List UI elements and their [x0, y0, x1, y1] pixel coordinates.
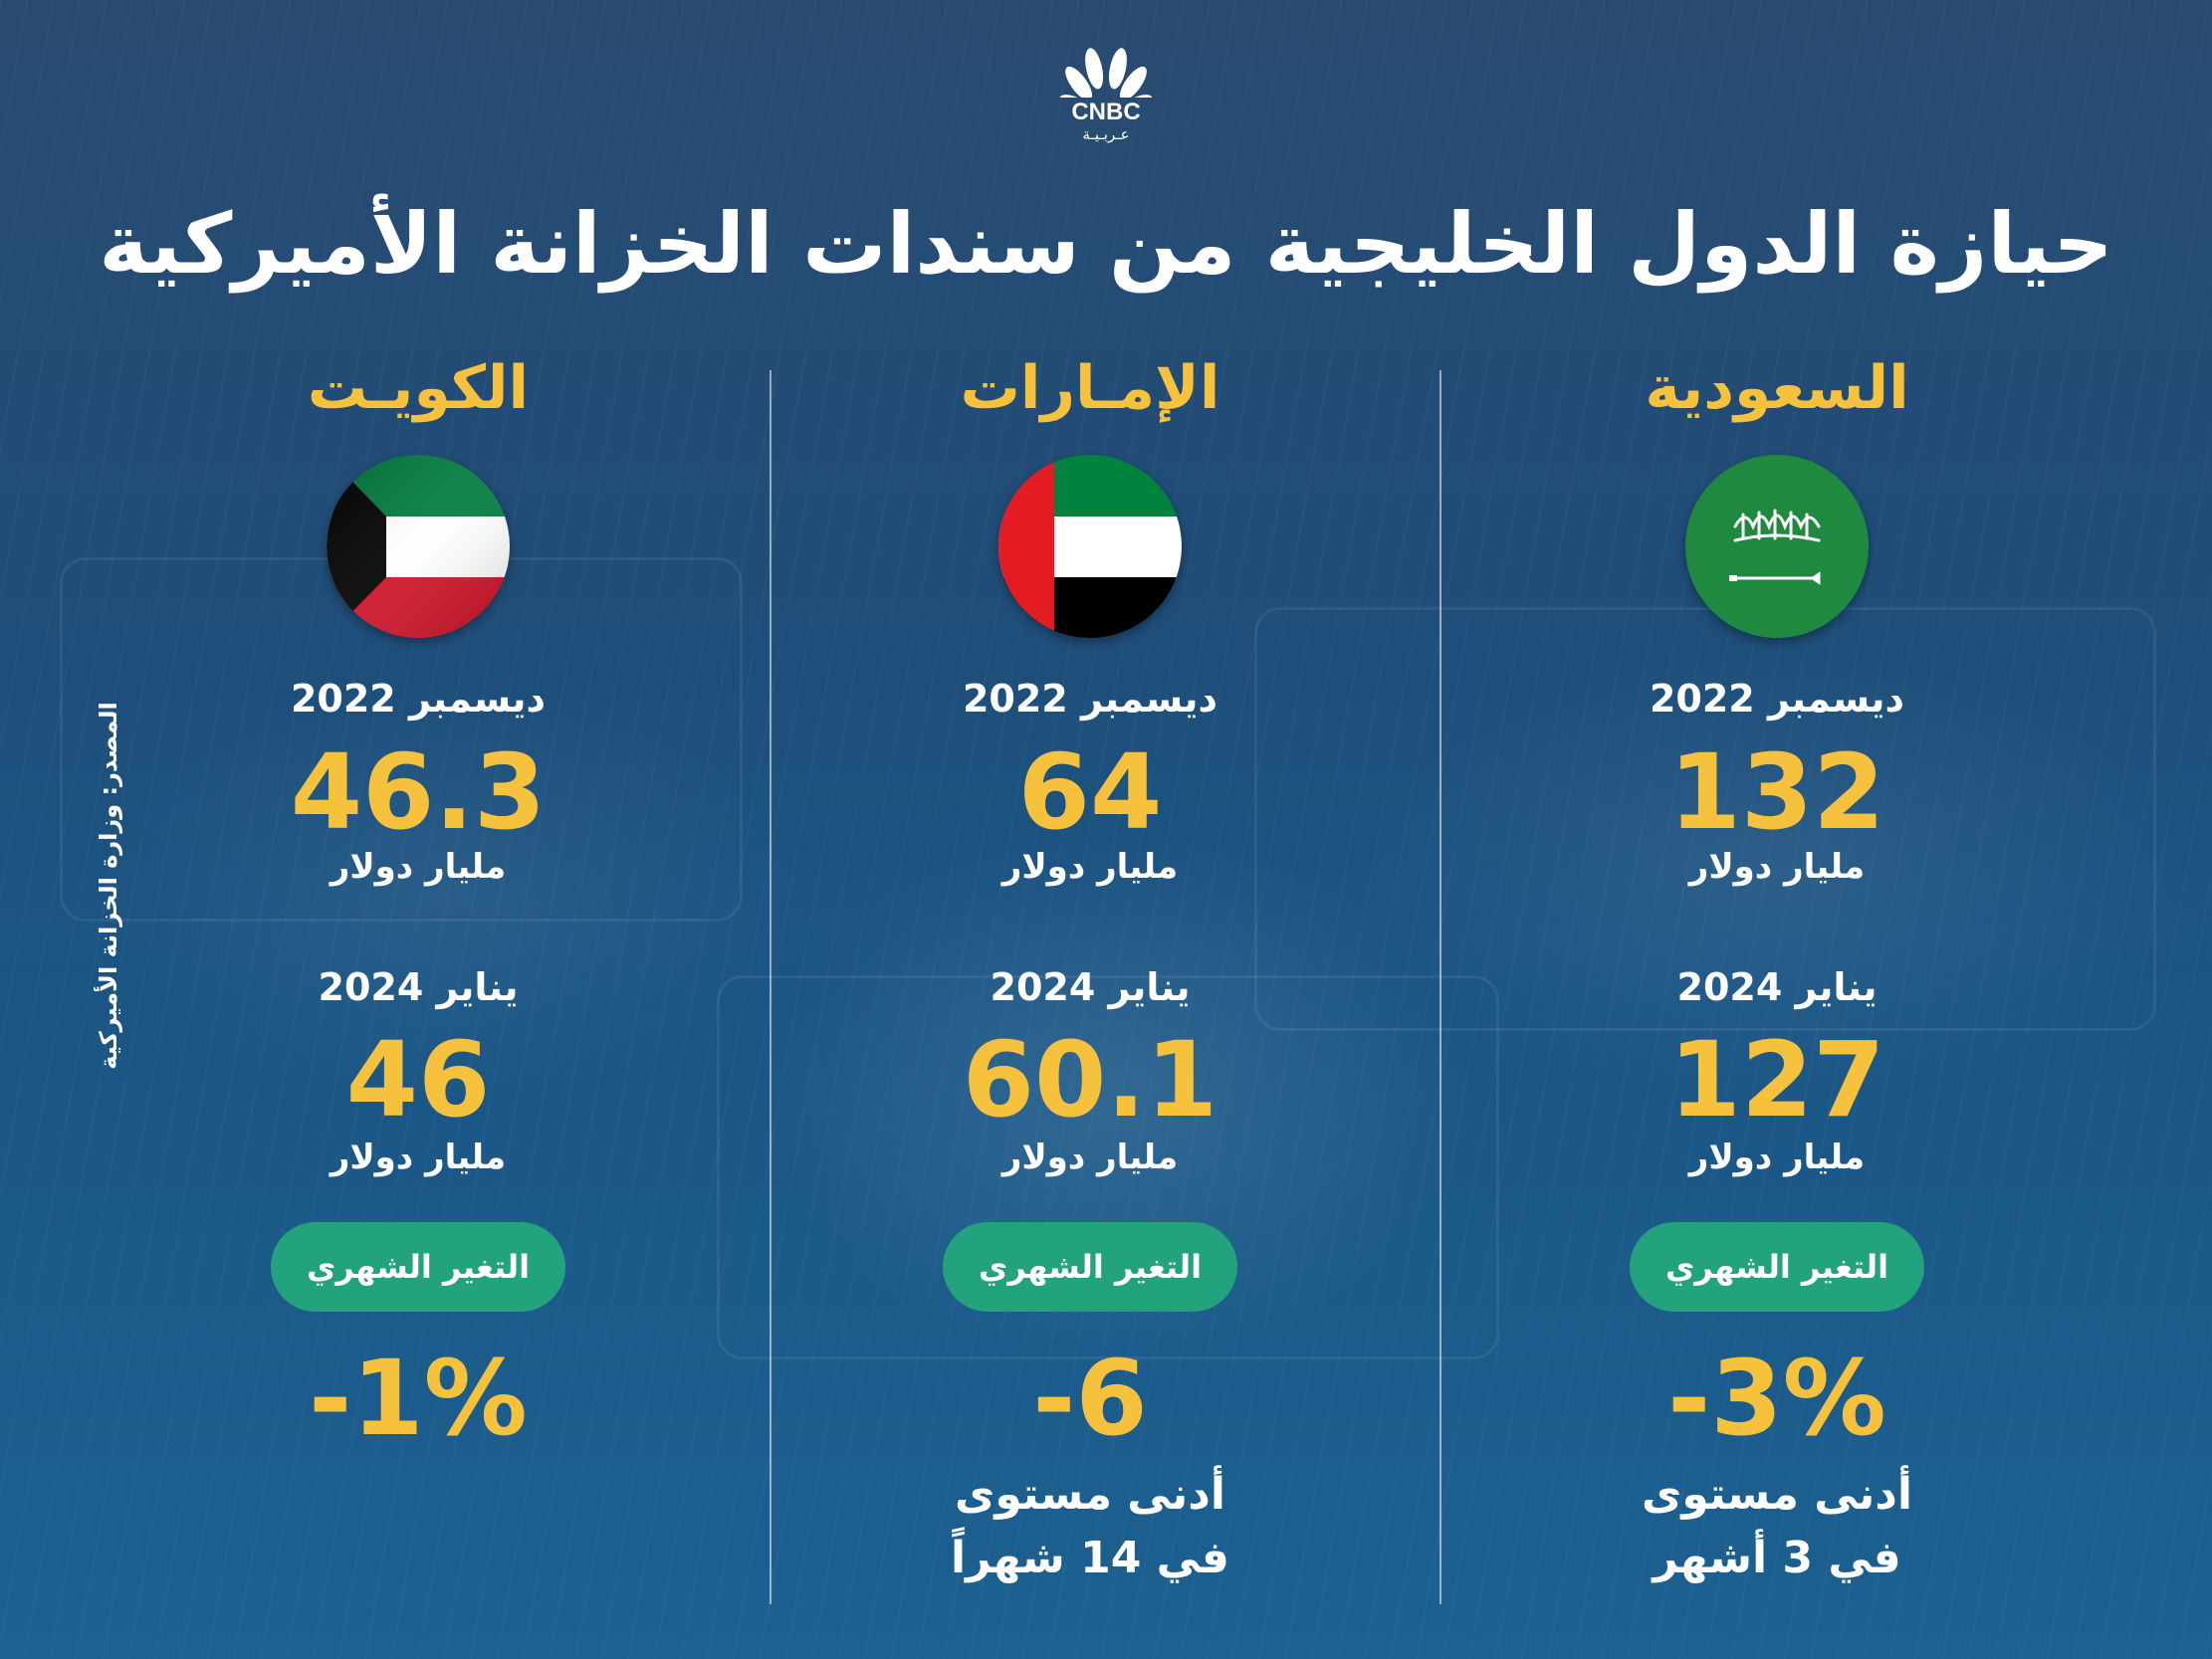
change-note: أدنى مستوى في 14 شهراً: [881, 1463, 1299, 1590]
unit-label: مليار دولار: [1001, 847, 1179, 887]
date-jan-2024: يناير 2024: [990, 965, 1191, 1009]
date-dec-2022: ديسمبر 2022: [1649, 677, 1905, 721]
holding-value-dec-2022: 132: [1668, 731, 1885, 853]
unit-label: مليار دولار: [330, 1138, 507, 1177]
country-name: الإمـارات: [960, 353, 1220, 423]
monthly-change-badge: التغير الشهري: [271, 1222, 565, 1312]
note-line: في 3 أشهر: [1653, 1533, 1901, 1583]
background-banknote: [1254, 607, 2156, 1031]
date-dec-2022: ديسمبر 2022: [290, 677, 547, 721]
date-jan-2024: يناير 2024: [318, 965, 519, 1009]
holding-value-jan-2024: 127: [1668, 1019, 1885, 1141]
note-line: في 14 شهراً: [951, 1533, 1229, 1583]
monthly-change-badge: التغير الشهري: [943, 1222, 1237, 1312]
holding-value-dec-2022: 46.3: [290, 731, 547, 853]
cnbc-logo: CNBC عـربـيـة: [1046, 42, 1166, 143]
page-title: حيازة الدول الخليجية من سندات الخزانة ال…: [99, 195, 2113, 293]
monthly-change-value: -3%: [1667, 1338, 1886, 1459]
monthly-change-value: -1%: [309, 1338, 528, 1459]
note-line: أدنى مستوى: [955, 1469, 1225, 1520]
column-divider: [770, 370, 772, 1604]
unit-label: مليار دولار: [330, 847, 507, 887]
date-dec-2022: ديسمبر 2022: [962, 677, 1218, 721]
holding-value-jan-2024: 46: [345, 1019, 491, 1141]
unit-label: مليار دولار: [1001, 1138, 1179, 1177]
unit-label: مليار دولار: [1688, 1138, 1866, 1177]
monthly-change-badge: التغير الشهري: [1630, 1222, 1924, 1312]
logo-text: CNBC: [1071, 99, 1141, 125]
logo-subtitle: عـربـيـة: [1082, 125, 1130, 143]
monthly-change-value: -6: [1032, 1338, 1148, 1459]
country-name: الكويـت: [307, 353, 530, 423]
change-note: أدنى مستوى في 3 أشهر: [1568, 1463, 1986, 1590]
kuwait-flag-icon: [327, 455, 510, 638]
date-jan-2024: يناير 2024: [1676, 965, 1878, 1009]
saudi-flag-icon: [1685, 455, 1869, 638]
holding-value-dec-2022: 64: [1017, 731, 1163, 853]
country-name: السعودية: [1645, 353, 1909, 423]
uae-flag-icon: [998, 455, 1182, 638]
unit-label: مليار دولار: [1688, 847, 1866, 887]
peacock-icon: [1059, 48, 1153, 98]
note-line: أدنى مستوى: [1642, 1469, 1912, 1520]
background-banknote: [717, 975, 1499, 1359]
column-divider: [1439, 370, 1441, 1604]
source-note: المصدر: وزارة الخزانة الأميركية: [95, 702, 122, 1070]
holding-value-jan-2024: 60.1: [962, 1019, 1218, 1141]
